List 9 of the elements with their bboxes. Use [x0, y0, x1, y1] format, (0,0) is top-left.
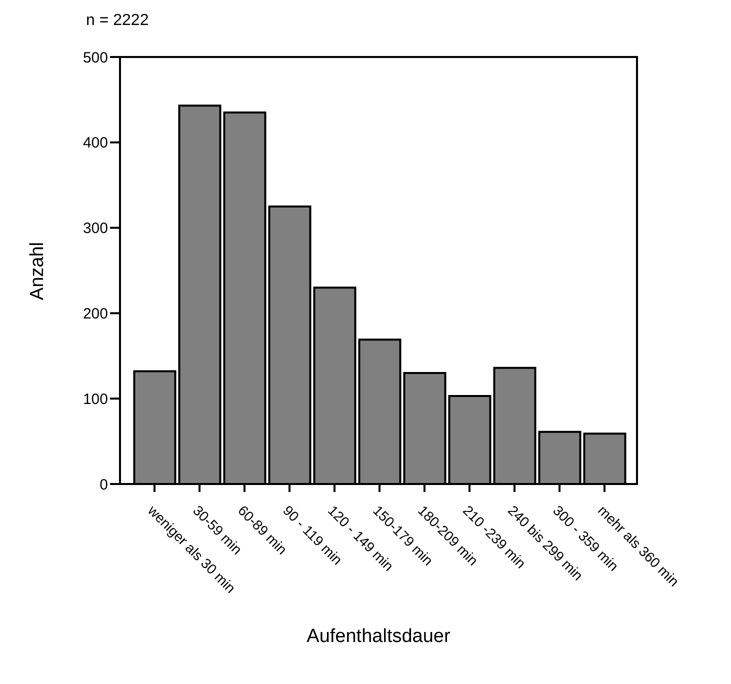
y-tick-label: 400 [82, 134, 108, 152]
y-tick-label: 0 [100, 476, 108, 494]
y-tick-label: 200 [82, 306, 108, 323]
x-axis-title: Aufenthaltsdauer [306, 626, 452, 648]
y-tick-label: 300 [82, 220, 108, 238]
chart-title: n = 2222 [86, 12, 149, 30]
y-tick-label: 100 [82, 390, 108, 408]
y-tick-label: 500 [82, 49, 108, 66]
y-axis-title: Anzahl [27, 240, 49, 300]
